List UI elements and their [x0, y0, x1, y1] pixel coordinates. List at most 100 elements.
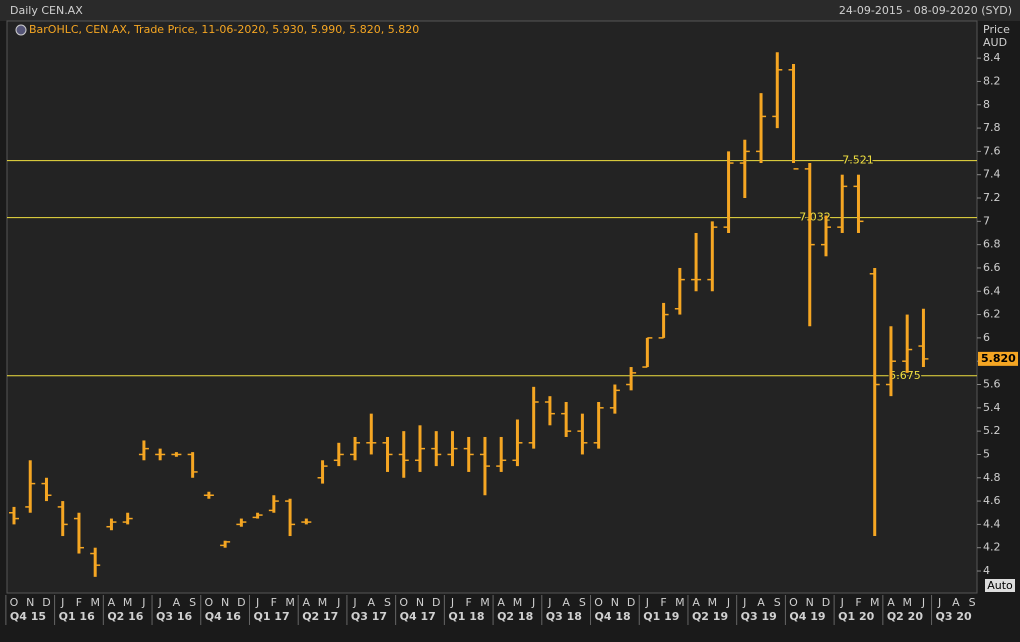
quarter-label: Q2 17 [302, 610, 338, 623]
x-tick-label: F [76, 596, 82, 609]
quarter-label: Q4 16 [205, 610, 241, 623]
x-tick-label: N [416, 596, 424, 609]
y-tick-label: 4.6 [983, 494, 1001, 507]
x-tick-label: M [285, 596, 295, 609]
x-tick-label: N [221, 596, 229, 609]
quarter-label: Q1 16 [59, 610, 95, 623]
x-tick-label: J [336, 596, 340, 609]
y-tick-label: 4.8 [983, 471, 1001, 484]
x-tick-label: O [205, 596, 214, 609]
quarter-label: Q2 18 [497, 610, 533, 623]
y-tick-label: 6.4 [983, 284, 1001, 297]
quarter-label: Q1 19 [643, 610, 679, 623]
y-tick-label: 5.2 [983, 424, 1001, 437]
y-tick-label: 6.8 [983, 238, 1001, 251]
x-tick-label: S [384, 596, 391, 609]
x-tick-label: A [952, 596, 960, 609]
horizontal-line-label: 5.675 [889, 369, 921, 382]
x-tick-label: O [399, 596, 408, 609]
x-tick-label: J [531, 596, 535, 609]
x-tick-label: D [822, 596, 830, 609]
quarter-label: Q1 20 [838, 610, 874, 623]
x-tick-label: O [789, 596, 798, 609]
x-tick-label: F [855, 596, 861, 609]
chart-title: Daily CEN.AX [10, 4, 83, 17]
x-tick-label: J [840, 596, 844, 609]
x-tick-label: F [466, 596, 472, 609]
y-tick-label: 8 [983, 98, 990, 111]
x-tick-label: J [645, 596, 649, 609]
horizontal-line-label: 7.521 [842, 154, 874, 167]
x-tick-label: M [123, 596, 133, 609]
x-tick-label: J [352, 596, 356, 609]
x-tick-label: J [921, 596, 925, 609]
last-price-label: 5.820 [981, 352, 1016, 365]
x-tick-label: N [26, 596, 34, 609]
x-tick-label: M [870, 596, 880, 609]
x-tick-label: A [497, 596, 505, 609]
x-tick-label: M [513, 596, 523, 609]
x-tick-label: A [757, 596, 765, 609]
x-tick-label: O [10, 596, 19, 609]
x-tick-label: A [692, 596, 700, 609]
x-tick-label: M [90, 596, 100, 609]
quarter-label: Q3 19 [741, 610, 777, 623]
y-tick-label: 4.4 [983, 517, 1001, 530]
quarter-label: Q4 17 [400, 610, 436, 623]
horizontal-line-label: 7.032 [799, 211, 831, 224]
x-tick-label: M [902, 596, 912, 609]
x-tick-label: A [303, 596, 311, 609]
x-tick-label: M [675, 596, 685, 609]
x-tick-label: M [480, 596, 490, 609]
quarter-label: Q3 16 [156, 610, 192, 623]
y-tick-label: 7.4 [983, 168, 1001, 181]
quarter-label: Q1 18 [448, 610, 484, 623]
plot-area [6, 20, 978, 594]
x-tick-label: J [158, 596, 162, 609]
x-tick-label: D [627, 596, 635, 609]
x-tick-label: S [969, 596, 976, 609]
legend: BarOHLC, CEN.AX, Trade Price, 11-06-2020… [29, 23, 419, 36]
auto-button[interactable] [985, 579, 1015, 592]
x-tick-label: O [594, 596, 603, 609]
x-tick-label: J [937, 596, 941, 609]
y-tick-label: 7.8 [983, 121, 1001, 134]
quarter-label: Q2 16 [107, 610, 143, 623]
auto-button-label[interactable]: Auto [987, 579, 1013, 592]
x-tick-label: J [255, 596, 259, 609]
y-tick-label: 8.4 [983, 51, 1001, 64]
x-tick-label: M [708, 596, 718, 609]
y-tick-label: 5.4 [983, 401, 1001, 414]
x-tick-label: S [579, 596, 586, 609]
axis-label: AUD [983, 36, 1007, 49]
x-tick-label: F [660, 596, 666, 609]
x-tick-label: A [562, 596, 570, 609]
x-tick-label: D [432, 596, 440, 609]
x-tick-label: N [611, 596, 619, 609]
quarter-label: Q3 17 [351, 610, 387, 623]
y-tick-label: 8.2 [983, 74, 1001, 87]
quarter-label: Q2 20 [887, 610, 923, 623]
x-tick-label: J [726, 596, 730, 609]
y-tick-label: 5.6 [983, 378, 1001, 391]
x-tick-label: A [173, 596, 181, 609]
last-price-box [978, 351, 1018, 366]
y-tick-label: 7 [983, 214, 990, 227]
quarter-label: Q3 20 [936, 610, 972, 623]
axis-label: Price [983, 23, 1010, 36]
y-tick-label: 4 [983, 564, 990, 577]
quarter-label: Q4 18 [595, 610, 631, 623]
date-range: 24-09-2015 - 08-09-2020 (SYD) [839, 4, 1012, 17]
header-bar [0, 0, 1020, 21]
y-tick-label: 6 [983, 331, 990, 344]
quarter-label: Q4 19 [789, 610, 825, 623]
x-tick-label: N [806, 596, 814, 609]
x-tick-label: J [141, 596, 145, 609]
x-tick-label: A [368, 596, 376, 609]
x-tick-label: D [237, 596, 245, 609]
x-tick-label: M [318, 596, 328, 609]
y-tick-label: 4.2 [983, 541, 1001, 554]
y-tick-label: 7.6 [983, 144, 1001, 157]
quarter-label: Q1 17 [253, 610, 289, 623]
